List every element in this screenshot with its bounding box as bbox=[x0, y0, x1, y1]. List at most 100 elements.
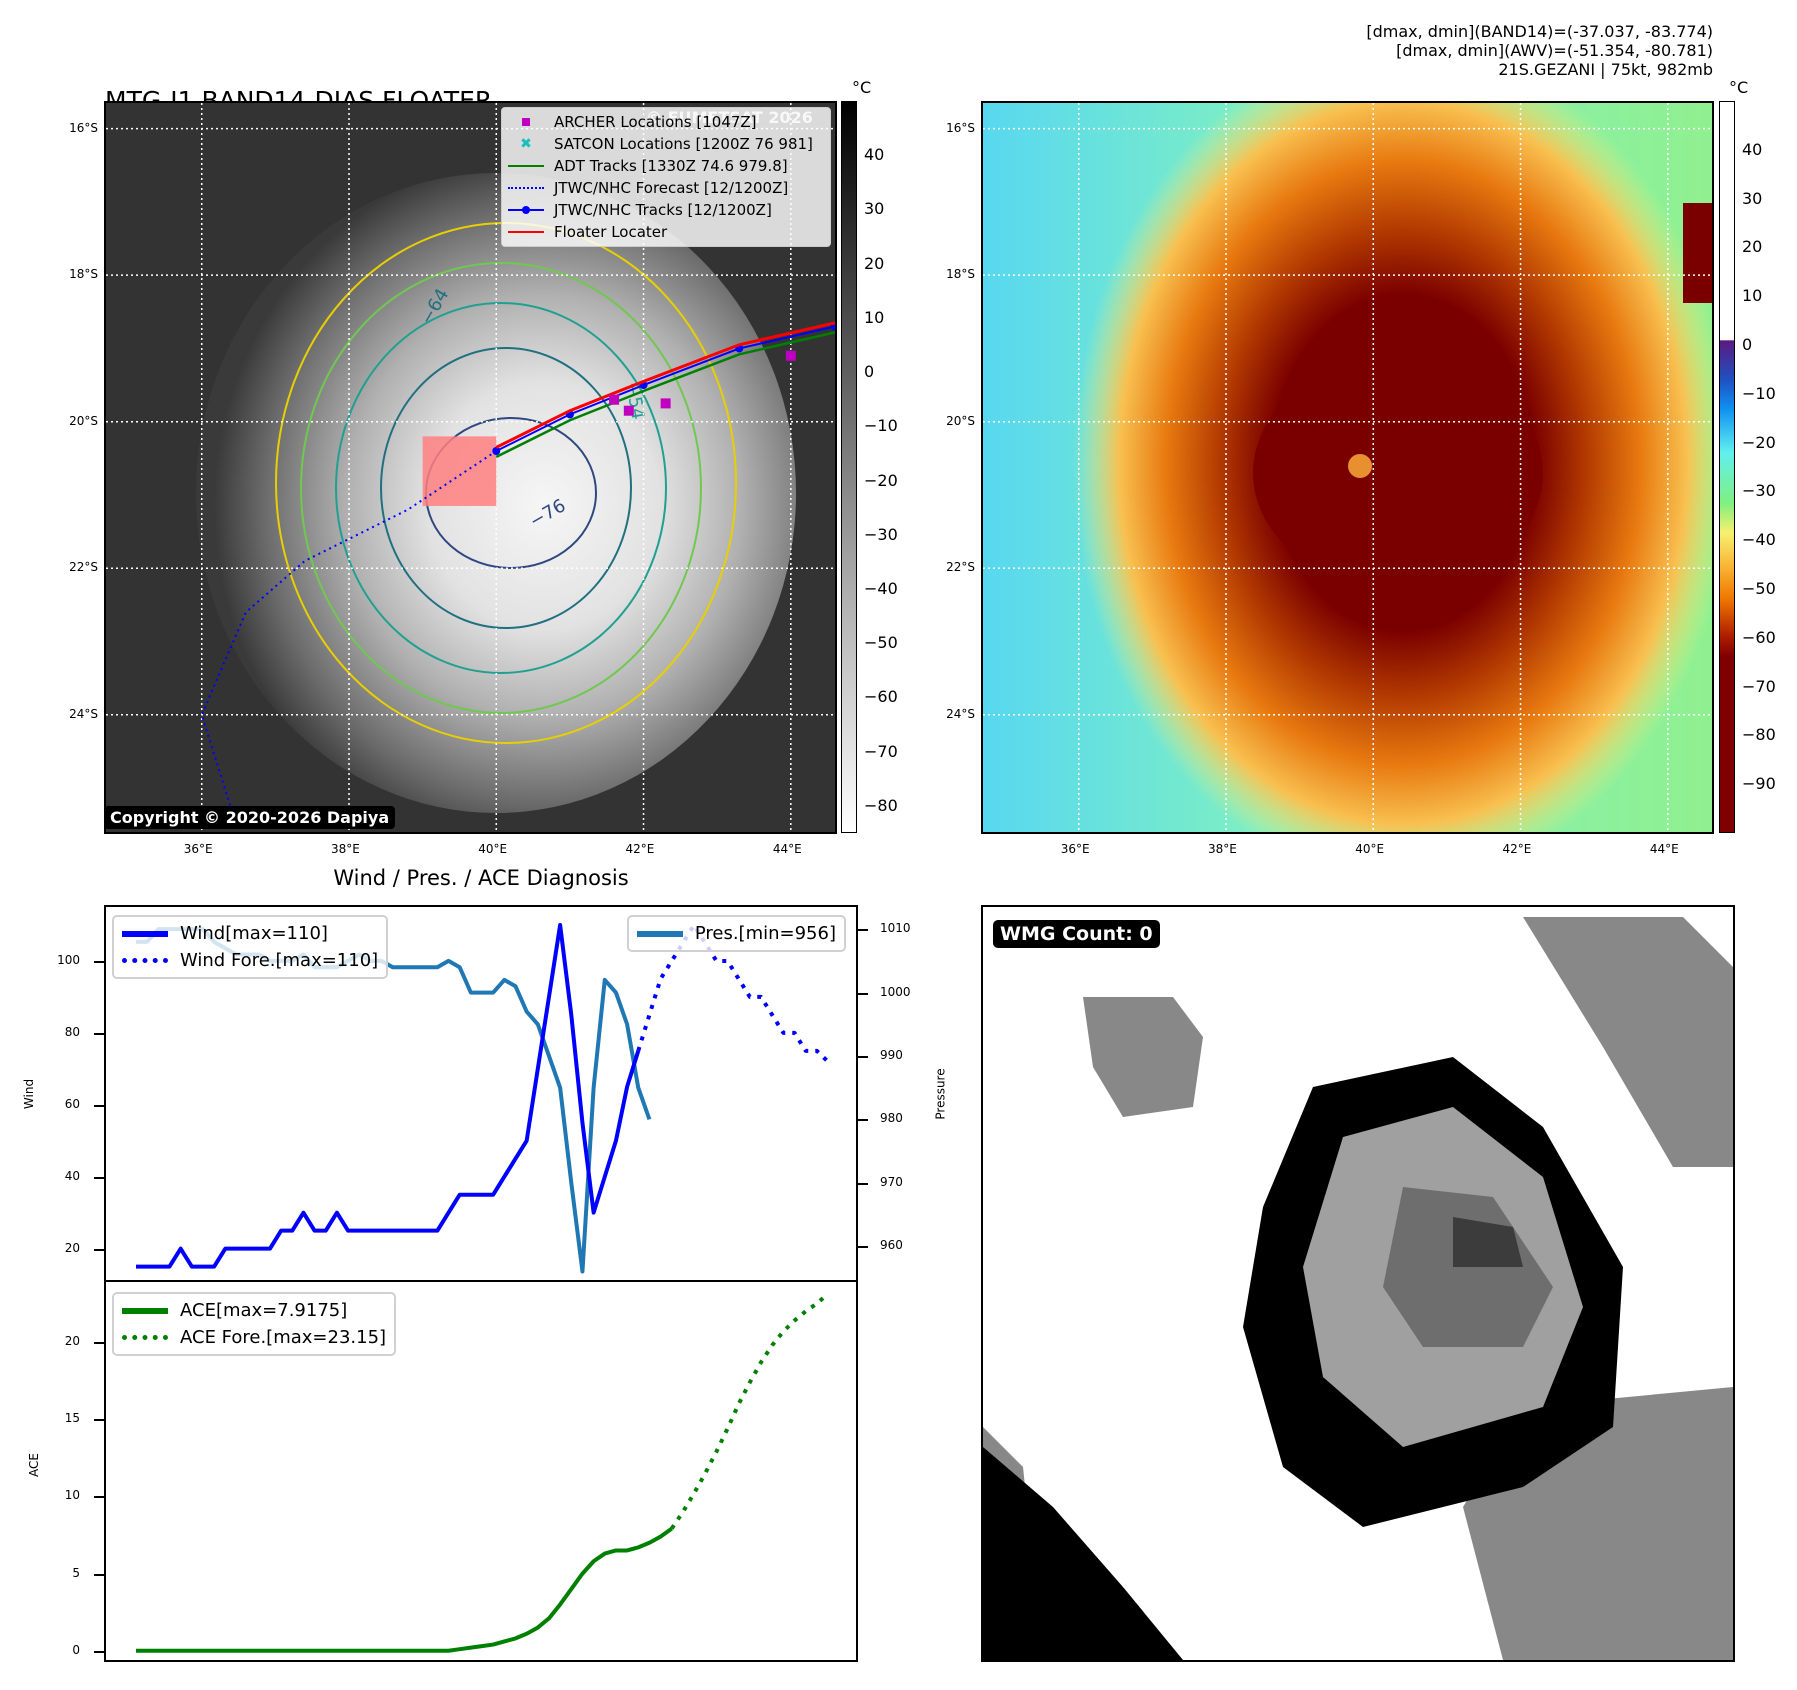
jtwc-track-point bbox=[492, 447, 501, 456]
colorbar-tick-label: −80 bbox=[864, 795, 898, 815]
ace-chart: ACE[max=7.9175] ACE Fore.[max=23.15] bbox=[104, 1280, 858, 1662]
contour-teal bbox=[335, 302, 667, 674]
colorbar-tick-label: −20 bbox=[864, 470, 898, 490]
pressure-tick-mark bbox=[858, 1055, 868, 1058]
line-dot-marker-icon bbox=[508, 203, 544, 217]
wmg-black-patches bbox=[983, 1447, 1183, 1660]
lat-tick-label: 24°S bbox=[69, 706, 98, 721]
pressure-tick-label: 990 bbox=[880, 1047, 903, 1062]
storm-tracks bbox=[200, 321, 835, 832]
ace-tick-label: 0 bbox=[72, 1642, 80, 1657]
colorbar-tick-label: −10 bbox=[1742, 383, 1776, 403]
colorbar-tick-label: −30 bbox=[1742, 481, 1776, 501]
colorbar-tick-label: 20 bbox=[1742, 237, 1763, 257]
legend-item-archer: ARCHER Locations [1047Z] bbox=[508, 111, 824, 133]
legend-item-jtwc-forecast: JTWC/NHC Forecast [12/1200Z] bbox=[508, 177, 824, 199]
ace-axis-title: ACE bbox=[26, 1453, 41, 1477]
ace-forecast-line bbox=[670, 1292, 830, 1530]
colorbar-tick-label: −50 bbox=[864, 633, 898, 653]
wind-legend: Wind[max=110] Wind Fore.[max=110] bbox=[112, 915, 389, 979]
wind-tick-label: 100 bbox=[57, 952, 80, 967]
wind-tick-label: 20 bbox=[64, 1240, 80, 1255]
left-map-panel: −64 −54 −76 © EUMETSAT 2026 ARCHER Locat… bbox=[104, 101, 837, 834]
lon-tick-label: 44°E bbox=[772, 842, 802, 856]
wmg-count-badge: WMG Count: 0 bbox=[993, 920, 1160, 948]
legend-item-pressure: Pres.[min=956] bbox=[636, 920, 836, 947]
colorbar-tick-label: −40 bbox=[864, 579, 898, 598]
legend-item-wind: Wind[max=110] bbox=[122, 920, 378, 947]
legend-item-jtwc-tracks: JTWC/NHC Tracks [12/1200Z] bbox=[508, 199, 824, 221]
legend-item-adt: ADT Tracks [1330Z 74.6 979.8] bbox=[508, 155, 824, 177]
lon-tick-label: 36°E bbox=[183, 842, 213, 856]
pressure-axis-title: Pressure bbox=[933, 1068, 948, 1120]
contour-blue-green bbox=[380, 347, 632, 629]
colorbar-tick-label: −80 bbox=[1742, 725, 1776, 745]
ace-tick-mark bbox=[94, 1342, 104, 1345]
wind-tick-mark bbox=[94, 1032, 104, 1035]
right-colorbar-unit: °C bbox=[1729, 78, 1749, 97]
pressure-tick-mark bbox=[858, 1182, 868, 1185]
colorbar-tick-label: 40 bbox=[864, 145, 885, 165]
lon-tick-label: 40°E bbox=[478, 842, 508, 856]
ace-tick-mark bbox=[94, 1573, 104, 1576]
legend-item-wind-forecast: Wind Fore.[max=110] bbox=[122, 947, 378, 974]
lat-tick-label: 24°S bbox=[946, 706, 975, 721]
right-map-panel bbox=[981, 101, 1714, 834]
lon-tick-label: 42°E bbox=[625, 842, 655, 856]
pressure-tick-mark bbox=[858, 992, 868, 995]
legend-item-floater: Floater Locater bbox=[508, 221, 824, 243]
pressure-tick-mark bbox=[858, 1246, 868, 1249]
colorbar-tick-label: 40 bbox=[1742, 139, 1763, 159]
lat-tick-label: 18°S bbox=[69, 267, 98, 282]
colorbar-tick-label: 10 bbox=[864, 307, 885, 327]
floater-box bbox=[422, 436, 497, 506]
lon-tick-label: 38°E bbox=[1208, 842, 1237, 856]
title-line-1: MTG-I1 BAND14-DIAS FLOATER bbox=[105, 86, 492, 116]
archer-point bbox=[609, 394, 620, 405]
wind-axis-title: Wind bbox=[22, 1078, 37, 1110]
wmg-panel bbox=[981, 905, 1735, 1662]
band14-range: [dmax, dmin](BAND14)=(-37.037, -83.774) bbox=[1366, 22, 1713, 41]
map-gridlines bbox=[983, 103, 1712, 832]
colorbar-tick-label: 0 bbox=[1742, 335, 1753, 354]
lat-tick-label: 22°S bbox=[69, 560, 98, 575]
ace-plot bbox=[136, 1292, 830, 1653]
archer-point bbox=[660, 398, 671, 409]
storm-eye bbox=[1348, 454, 1372, 478]
solid-line-icon bbox=[636, 930, 683, 937]
colorbar-tick-label: 10 bbox=[1742, 286, 1763, 306]
floater-locater-line bbox=[495, 321, 835, 449]
dotted-line-icon bbox=[122, 1335, 168, 1340]
colorbar-tick-label: 0 bbox=[864, 362, 875, 382]
archer-point bbox=[623, 405, 634, 416]
pressure-line bbox=[136, 927, 652, 1274]
lon-tick-label: 36°E bbox=[1060, 842, 1090, 856]
storm-intensity: 21S.GEZANI | 75kt, 982mb bbox=[1498, 60, 1713, 79]
left-colorbar-unit: °C bbox=[852, 78, 872, 97]
pressure-tick-label: 1000 bbox=[880, 984, 911, 999]
wind-tick-mark bbox=[94, 960, 104, 963]
pressure-tick-mark bbox=[858, 929, 868, 932]
line-marker-icon bbox=[508, 159, 544, 173]
lat-tick-label: 16°S bbox=[946, 120, 975, 135]
pressure-legend: Pres.[min=956] bbox=[626, 915, 846, 952]
lat-tick-label: 16°S bbox=[69, 120, 98, 135]
colorbar-tick-label: −70 bbox=[864, 741, 898, 761]
lat-tick-label: 18°S bbox=[946, 267, 975, 282]
storm-info: [dmax, dmin](BAND14)=(-37.037, -83.774) … bbox=[1366, 22, 1713, 79]
right-colorbar bbox=[1719, 101, 1735, 833]
solid-line-icon bbox=[122, 1307, 168, 1314]
wind-tick-label: 80 bbox=[64, 1024, 80, 1039]
colorbar-tick-label: 30 bbox=[864, 199, 885, 219]
wind-pressure-chart: Wind[max=110] Wind Fore.[max=110] Pres.[… bbox=[104, 905, 858, 1283]
colorbar-tick-label: −10 bbox=[864, 416, 898, 436]
copyright-badge: Copyright © 2020-2026 Dapiya bbox=[104, 806, 396, 829]
dotted-line-icon bbox=[122, 958, 168, 963]
wind-tick-label: 40 bbox=[64, 1168, 80, 1183]
ace-tick-mark bbox=[94, 1419, 104, 1422]
colorbar-tick-label: 30 bbox=[1742, 188, 1763, 208]
wmg-storm-core bbox=[1243, 1057, 1623, 1527]
ace-tick-label: 10 bbox=[64, 1488, 80, 1503]
ace-tick-label: 5 bbox=[72, 1565, 80, 1580]
colorbar-tick-label: −90 bbox=[1742, 774, 1776, 794]
